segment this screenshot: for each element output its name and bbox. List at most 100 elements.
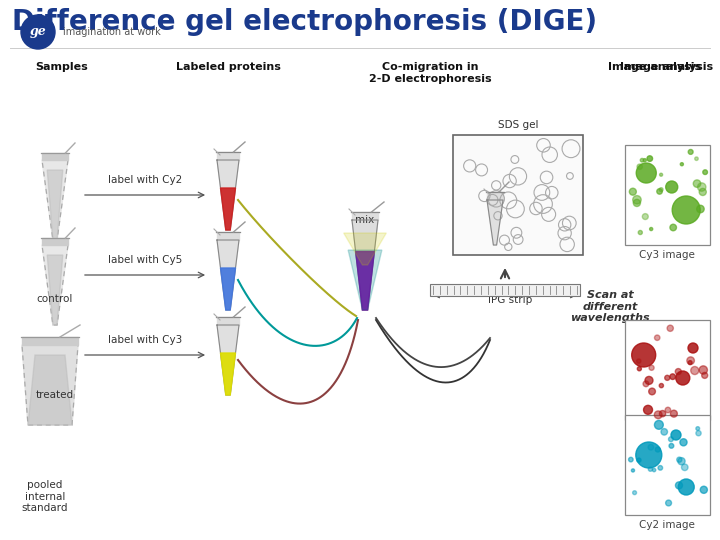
- Text: treated: treated: [36, 390, 74, 400]
- Circle shape: [637, 367, 642, 371]
- Polygon shape: [217, 240, 239, 310]
- Polygon shape: [217, 317, 239, 325]
- Polygon shape: [220, 188, 235, 230]
- Circle shape: [678, 457, 685, 465]
- Circle shape: [658, 465, 662, 470]
- Circle shape: [648, 467, 652, 471]
- Circle shape: [696, 427, 700, 430]
- Circle shape: [644, 406, 652, 414]
- Polygon shape: [352, 212, 378, 220]
- Circle shape: [680, 438, 687, 446]
- Circle shape: [687, 357, 694, 364]
- Text: mix: mix: [356, 215, 374, 225]
- Text: Image analysis: Image analysis: [608, 62, 701, 72]
- Text: Cy5 image: Cy5 image: [639, 425, 695, 435]
- Text: control: control: [37, 294, 73, 304]
- Polygon shape: [42, 160, 68, 240]
- Text: Cy2 image: Cy2 image: [639, 520, 695, 530]
- Circle shape: [670, 224, 677, 231]
- Circle shape: [649, 227, 653, 231]
- Circle shape: [677, 457, 682, 462]
- Circle shape: [699, 188, 706, 195]
- Circle shape: [649, 388, 655, 395]
- Circle shape: [629, 188, 636, 195]
- Text: Co-migration in
2-D electrophoresis: Co-migration in 2-D electrophoresis: [369, 62, 491, 84]
- Polygon shape: [28, 355, 72, 425]
- Polygon shape: [217, 152, 239, 160]
- Text: pooled
internal
standard: pooled internal standard: [22, 480, 68, 513]
- Circle shape: [688, 150, 693, 154]
- Circle shape: [634, 199, 641, 206]
- Circle shape: [640, 158, 644, 162]
- Circle shape: [654, 335, 660, 340]
- Circle shape: [636, 442, 662, 468]
- Circle shape: [633, 195, 642, 204]
- Text: Cy3 image: Cy3 image: [639, 250, 695, 260]
- Polygon shape: [356, 252, 374, 310]
- Circle shape: [693, 180, 701, 187]
- Circle shape: [676, 371, 690, 385]
- Circle shape: [690, 367, 699, 375]
- Circle shape: [665, 375, 670, 380]
- Polygon shape: [42, 245, 68, 325]
- Bar: [625, 415, 710, 515]
- Text: imagination at work: imagination at work: [63, 27, 161, 37]
- Circle shape: [631, 469, 634, 472]
- Polygon shape: [22, 345, 78, 425]
- Circle shape: [652, 468, 656, 472]
- Polygon shape: [217, 325, 239, 395]
- Circle shape: [660, 188, 663, 192]
- Polygon shape: [217, 232, 239, 240]
- Text: Difference gel electrophoresis (DIGE): Difference gel electrophoresis (DIGE): [12, 8, 597, 36]
- Circle shape: [633, 491, 636, 495]
- Polygon shape: [220, 268, 235, 310]
- Circle shape: [657, 188, 662, 194]
- Circle shape: [654, 411, 662, 418]
- Text: IPG strip: IPG strip: [488, 295, 532, 305]
- Circle shape: [643, 381, 649, 387]
- Circle shape: [637, 458, 641, 462]
- Circle shape: [647, 156, 652, 161]
- Bar: [453, 135, 583, 255]
- Polygon shape: [217, 160, 239, 230]
- Circle shape: [697, 205, 704, 213]
- Polygon shape: [487, 192, 503, 200]
- Bar: [625, 320, 710, 420]
- Circle shape: [21, 15, 55, 49]
- Polygon shape: [42, 153, 68, 160]
- Circle shape: [661, 429, 667, 435]
- Circle shape: [638, 231, 642, 234]
- Circle shape: [688, 361, 692, 365]
- Polygon shape: [348, 250, 382, 310]
- Circle shape: [666, 181, 678, 193]
- Circle shape: [655, 447, 660, 452]
- Circle shape: [681, 464, 688, 470]
- Circle shape: [660, 383, 664, 388]
- Circle shape: [698, 183, 706, 191]
- Text: label with Cy5: label with Cy5: [108, 255, 182, 265]
- Polygon shape: [48, 170, 63, 240]
- Text: label with Cy3: label with Cy3: [108, 335, 182, 345]
- Polygon shape: [48, 255, 63, 325]
- Circle shape: [636, 163, 656, 183]
- Circle shape: [660, 173, 662, 176]
- Circle shape: [678, 479, 694, 495]
- Circle shape: [668, 437, 673, 442]
- Circle shape: [667, 325, 673, 332]
- Circle shape: [669, 443, 674, 448]
- Circle shape: [649, 365, 654, 370]
- Circle shape: [688, 343, 698, 353]
- Circle shape: [631, 343, 656, 367]
- Circle shape: [660, 410, 666, 417]
- Polygon shape: [220, 353, 235, 395]
- Circle shape: [670, 374, 675, 380]
- Polygon shape: [22, 337, 78, 345]
- Circle shape: [703, 170, 708, 174]
- Circle shape: [675, 482, 683, 489]
- Circle shape: [645, 376, 653, 384]
- Text: Scan at
different
wavelengths: Scan at different wavelengths: [570, 290, 650, 323]
- Circle shape: [636, 359, 641, 363]
- Circle shape: [648, 444, 654, 450]
- Text: Image analysis: Image analysis: [621, 62, 714, 72]
- Text: SDS gel: SDS gel: [498, 120, 539, 130]
